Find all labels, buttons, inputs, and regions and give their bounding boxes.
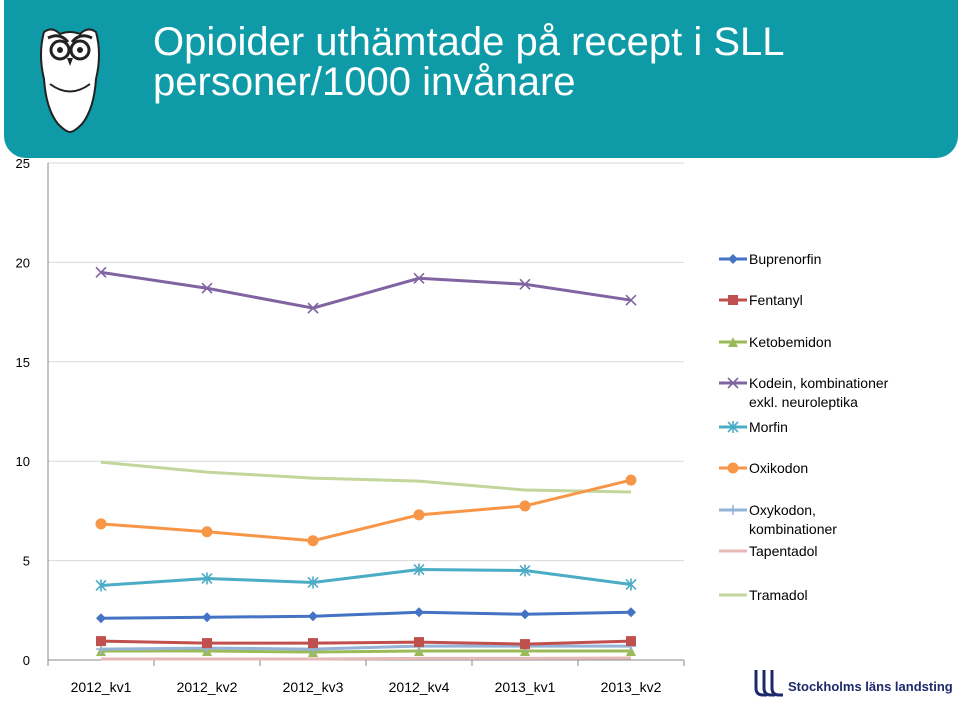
legend-item: Kodein, kombinationer exkl. neuroleptika — [719, 375, 889, 410]
legend-label: Kodein, kombinationer — [749, 375, 889, 391]
legend-item: Fentanyl — [719, 292, 803, 308]
gridlines — [48, 162, 684, 562]
legend-label: Tapentadol — [749, 543, 818, 559]
y-tick-label: 15 — [16, 355, 30, 370]
legend-item: Tramadol — [719, 587, 808, 603]
data-point-circle — [307, 535, 319, 547]
series-tramadol — [100, 460, 632, 494]
y-tick-label: 25 — [16, 156, 30, 171]
data-point-x — [307, 302, 319, 314]
legend-label: kombinationer — [749, 521, 837, 537]
data-point-x — [727, 377, 739, 389]
data-point-circle — [201, 526, 213, 538]
title-banner: Opioider uthämtade på recept i SLL perso… — [4, 0, 958, 158]
data-point-diamond — [626, 607, 636, 618]
legend-label: Morfin — [749, 419, 788, 435]
sll-logo-text: Stockholms läns landsting — [788, 679, 953, 694]
data-point-diamond — [308, 611, 318, 622]
legend-item: Morfin — [719, 419, 788, 435]
series-line — [100, 478, 632, 543]
data-point-x — [95, 266, 107, 278]
series-kodein-kombinationer-exkl-neuroleptika — [95, 266, 637, 314]
series-line — [101, 649, 631, 654]
data-point-circle — [413, 509, 425, 521]
sll-logo-icon — [754, 670, 783, 697]
legend-item: Ketobemidon — [719, 334, 832, 350]
series-tapentadol — [101, 656, 632, 661]
data-point-square — [520, 639, 530, 650]
axes — [47, 163, 685, 666]
legend-label: exkl. neuroleptika — [749, 394, 858, 410]
x-tick-label: 2012_kv4 — [389, 679, 450, 695]
legend-item: Oxikodon — [719, 460, 808, 476]
legend: Buprenorfin Fentanyl Ketobemidon Kodein, ko… — [719, 251, 889, 603]
y-tick-label: 20 — [16, 255, 30, 270]
data-point-plus — [728, 505, 738, 515]
series-buprenorfin — [96, 607, 636, 624]
data-point-square — [202, 638, 212, 649]
x-tick-labels: 2012_kv1 2012_kv2 2012_kv3 2012_kv4 2013_kv1… — [71, 679, 662, 695]
data-point-star — [307, 576, 319, 589]
data-point-diamond — [414, 607, 424, 618]
series-line — [100, 460, 632, 494]
y-tick-label: 0 — [23, 653, 30, 668]
data-point-x — [201, 282, 213, 294]
series-line — [101, 656, 632, 661]
series-line — [100, 270, 632, 310]
data-point-circle — [95, 518, 107, 530]
y-tick-labels: 0 5 10 15 20 25 — [16, 156, 30, 668]
data-point-diamond — [202, 612, 212, 623]
x-tick-label: 2012_kv1 — [71, 679, 132, 695]
series-line — [100, 639, 632, 646]
legend-label: Tramadol — [749, 587, 808, 603]
x-tick-label: 2013_kv1 — [495, 679, 556, 695]
data-point-square — [626, 636, 636, 647]
page-title: Opioider uthämtade på recept i SLL perso… — [153, 22, 933, 102]
data-point-diamond — [96, 613, 106, 624]
y-tick-label: 5 — [23, 554, 30, 569]
legend-label: Buprenorfin — [749, 251, 821, 267]
series-line — [100, 644, 631, 651]
series-line — [100, 610, 632, 620]
data-point-star — [201, 572, 213, 585]
data-point-square — [728, 295, 738, 305]
data-point-star — [413, 563, 425, 576]
legend-label: Ketobemidon — [749, 334, 832, 350]
x-tick-label: 2013_kv2 — [601, 679, 662, 695]
data-point-square — [308, 638, 318, 649]
data-point-diamond — [728, 254, 738, 264]
series-group — [95, 266, 637, 661]
legend-label: Oxikodon — [749, 460, 808, 476]
owl-logo-icon — [40, 28, 100, 134]
x-tick-label: 2012_kv3 — [283, 679, 344, 695]
y-tick-label: 10 — [16, 454, 30, 469]
data-point-x — [519, 278, 531, 290]
series-fentanyl — [96, 636, 636, 650]
series-line — [100, 568, 632, 587]
data-point-circle — [625, 474, 637, 486]
series-morfin — [95, 563, 637, 592]
legend-label: Fentanyl — [749, 292, 803, 308]
data-point-triangle — [728, 337, 738, 347]
data-point-square — [96, 636, 106, 647]
data-point-star — [95, 579, 107, 592]
legend-item: Oxykodon, kombinationer — [719, 502, 837, 537]
series-oxikodon — [95, 474, 637, 547]
legend-item: Tapentadol — [719, 543, 818, 559]
x-tick-label: 2012_kv2 — [177, 679, 238, 695]
data-point-star — [625, 578, 637, 591]
data-point-x — [413, 272, 425, 284]
data-point-star — [519, 564, 531, 577]
data-point-circle — [519, 500, 531, 512]
title-line-2: personer/1000 invånare — [153, 60, 576, 104]
data-point-circle — [727, 462, 739, 474]
data-point-x — [625, 294, 637, 306]
legend-item: Buprenorfin — [719, 251, 821, 267]
title-line-1: Opioider uthämtade på recept i SLL — [153, 20, 785, 64]
data-point-star — [727, 421, 739, 433]
legend-label: Oxykodon, — [749, 502, 816, 518]
data-point-diamond — [520, 609, 530, 620]
data-point-square — [414, 637, 424, 648]
